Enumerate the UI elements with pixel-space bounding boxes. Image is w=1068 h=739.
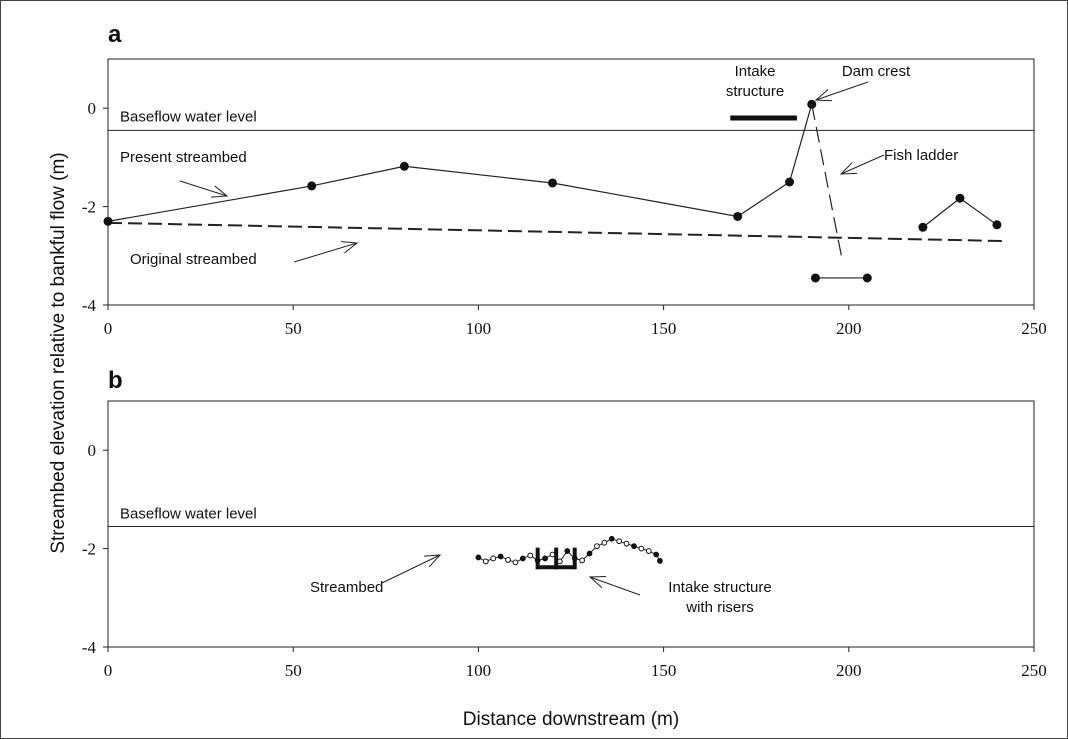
fish-ladder-arrow-head — [839, 162, 858, 175]
x-tick-label: 0 — [104, 661, 113, 680]
y-tick-label: 0 — [88, 441, 97, 460]
streambed-point — [549, 551, 556, 558]
x-tick-label: 0 — [104, 319, 113, 338]
present-streambed-arrow-head — [211, 185, 229, 198]
x-tick-label: 150 — [651, 661, 677, 680]
panel-b-frame — [107, 400, 1035, 648]
streambed-label: Streambed — [310, 579, 383, 596]
intake-label-line1: Intake — [735, 63, 776, 80]
x-tick-label: 250 — [1021, 661, 1047, 680]
streambed-point — [594, 543, 600, 550]
streambed-point — [645, 548, 652, 554]
intake-label-line2: structure — [726, 83, 784, 100]
dam-crest-label: Dam crest — [842, 63, 911, 80]
x-tick-label: 200 — [836, 661, 862, 680]
y-tick-label: 0 — [88, 99, 97, 118]
streambed-point — [497, 553, 504, 560]
streambed-point — [512, 559, 519, 566]
y-tick-label: -4 — [82, 638, 97, 657]
dam-crest-arrow-head — [814, 89, 833, 102]
x-tick-label: 250 — [1021, 319, 1047, 338]
streambed-point — [601, 539, 608, 546]
streambed-point — [542, 555, 548, 562]
x-tick-label: 50 — [285, 661, 302, 680]
streambed-point — [556, 558, 563, 565]
panel-b-letter: b — [108, 367, 123, 394]
intake-arrow-head — [588, 575, 607, 588]
x-axis-title: Distance downstream (m) — [463, 709, 679, 730]
streambed-point — [519, 555, 526, 562]
present-streambed-point — [547, 178, 557, 188]
streambed-point — [586, 550, 593, 557]
x-tick-label: 150 — [651, 319, 677, 338]
y-tick-label: -4 — [82, 296, 97, 315]
y-tick-label: -2 — [82, 540, 96, 559]
intake-arrow — [589, 576, 641, 596]
present-streambed-point — [862, 273, 872, 283]
streambed-point — [631, 543, 637, 550]
x-tick-label: 100 — [466, 661, 492, 680]
panel-a-frame — [107, 58, 1035, 306]
present-streambed-point — [307, 181, 317, 191]
dam-crest-arrow — [815, 81, 869, 101]
streambed-point — [653, 551, 660, 558]
present-streambed-label: Present streambed — [120, 149, 247, 166]
present-streambed-point — [103, 216, 113, 226]
intake-label-line1: Intake structure — [668, 579, 771, 596]
present-streambed-point — [785, 177, 795, 187]
intake-label-line2: with risers — [685, 599, 754, 616]
streambed-point — [608, 535, 615, 542]
x-tick-label: 200 — [836, 319, 862, 338]
fish-ladder-label: Fish ladder — [884, 147, 958, 164]
streambed-point — [623, 540, 630, 547]
streambed-point — [490, 555, 497, 562]
streambed-point — [564, 548, 571, 554]
y-tick-label: -2 — [82, 198, 96, 217]
present-streambed-point — [955, 193, 965, 203]
x-tick-label: 100 — [466, 319, 492, 338]
baseflow-label: Baseflow water level — [120, 108, 257, 125]
original-streambed-label: Original streambed — [130, 251, 257, 268]
y-axis-title: Streambed elevation relative to bankful … — [48, 152, 69, 553]
streambed-point — [638, 545, 645, 552]
original-streambed-line — [107, 221, 1005, 243]
fish-ladder-arrow — [840, 154, 885, 175]
x-tick-label: 50 — [285, 319, 302, 338]
streambed-point — [475, 554, 482, 561]
present-streambed-point — [810, 273, 820, 283]
streambed-arrow-head — [424, 554, 442, 568]
present-streambed-point — [733, 211, 743, 221]
present-streambed-point — [399, 161, 409, 171]
streambed-point — [482, 558, 489, 565]
baseflow-label: Baseflow water level — [120, 505, 257, 522]
panel-a-letter: a — [108, 21, 122, 48]
streambed-point — [527, 552, 534, 559]
fish-ladder-line — [811, 104, 842, 256]
streambed-point — [505, 557, 511, 563]
original-streambed-arrow-head — [341, 241, 359, 254]
original-streambed-arrow — [293, 242, 358, 263]
present-streambed-point — [918, 222, 928, 232]
present-streambed-arrow — [179, 180, 228, 197]
streambed-point — [616, 538, 623, 545]
streambed-arrow — [381, 554, 441, 584]
panel-a-plot: 0 50 100 150 200 250 0 -2 -4 Baseflow water level… — [82, 63, 1047, 338]
streambed-point — [656, 558, 663, 564]
present-streambed-point — [992, 220, 1002, 230]
panel-b-plot: 0 50 100 150 200 250 0 -2 -4 Baseflow water level… — [82, 441, 1047, 680]
streambed-point — [579, 557, 586, 564]
